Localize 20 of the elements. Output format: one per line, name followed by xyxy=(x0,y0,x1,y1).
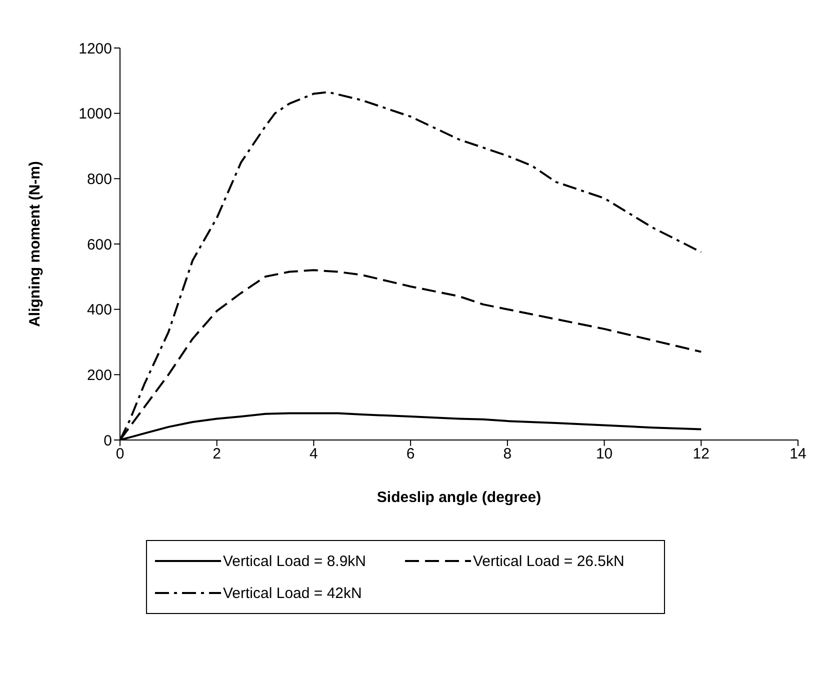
x-tick-label: 0 xyxy=(116,446,124,463)
x-tick-label: 4 xyxy=(310,446,318,463)
y-tick-label: 200 xyxy=(86,366,112,384)
legend-label: Vertical Load = 42kN xyxy=(223,584,362,602)
y-tick-label: 600 xyxy=(86,236,112,254)
x-tick-label: 12 xyxy=(692,446,710,463)
x-tick-label: 2 xyxy=(212,446,222,463)
x-axis-title: Sideslip angle (degree) xyxy=(376,489,542,506)
y-tick-label: 800 xyxy=(86,170,112,188)
x-tick-label: 10 xyxy=(596,446,613,463)
y-tick-label: 1200 xyxy=(78,40,112,58)
x-tick-label: 6 xyxy=(406,446,415,463)
y-tick-label: 400 xyxy=(86,302,112,319)
x-tick-label: 14 xyxy=(790,446,806,463)
legend-label: Vertical Load = 8.9kN xyxy=(223,552,366,570)
y-axis-title: Aligning moment (N-m) xyxy=(26,161,44,327)
legend-label: Vertical Load = 26.5kN xyxy=(473,552,624,570)
y-tick-label: 0 xyxy=(104,432,112,450)
y-tick-label: 1000 xyxy=(78,106,112,123)
x-tick-label: 8 xyxy=(503,446,512,463)
